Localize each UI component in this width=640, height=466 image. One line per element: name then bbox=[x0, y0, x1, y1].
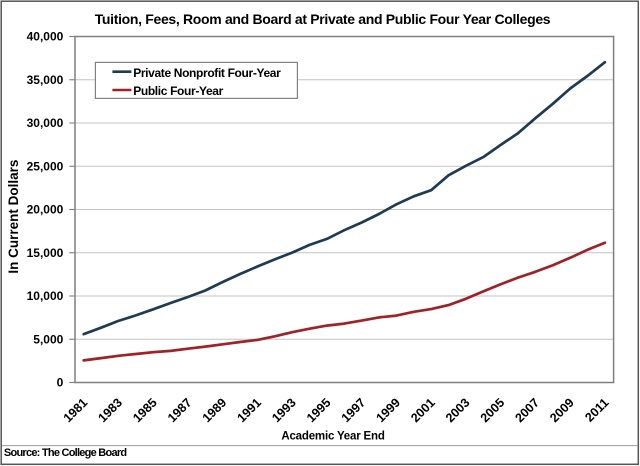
svg-text:Source: The College Board: Source: The College Board bbox=[4, 447, 126, 459]
svg-text:40,000: 40,000 bbox=[27, 30, 64, 44]
svg-text:Public Four-Year: Public Four-Year bbox=[133, 84, 223, 98]
svg-text:5,000: 5,000 bbox=[33, 332, 63, 346]
svg-text:In Current Dollars: In Current Dollars bbox=[6, 160, 21, 274]
svg-text:20,000: 20,000 bbox=[27, 203, 64, 217]
svg-text:30,000: 30,000 bbox=[27, 116, 64, 130]
svg-text:15,000: 15,000 bbox=[27, 246, 64, 260]
svg-text:Private Nonprofit Four-Year: Private Nonprofit Four-Year bbox=[133, 66, 281, 80]
svg-text:35,000: 35,000 bbox=[27, 73, 64, 87]
svg-text:10,000: 10,000 bbox=[27, 289, 64, 303]
svg-text:25,000: 25,000 bbox=[27, 159, 64, 173]
svg-text:0: 0 bbox=[57, 376, 64, 390]
svg-text:Tuition, Fees, Room and Board: Tuition, Fees, Room and Board at Private… bbox=[95, 11, 551, 27]
svg-text:Academic Year End: Academic Year End bbox=[281, 431, 384, 443]
